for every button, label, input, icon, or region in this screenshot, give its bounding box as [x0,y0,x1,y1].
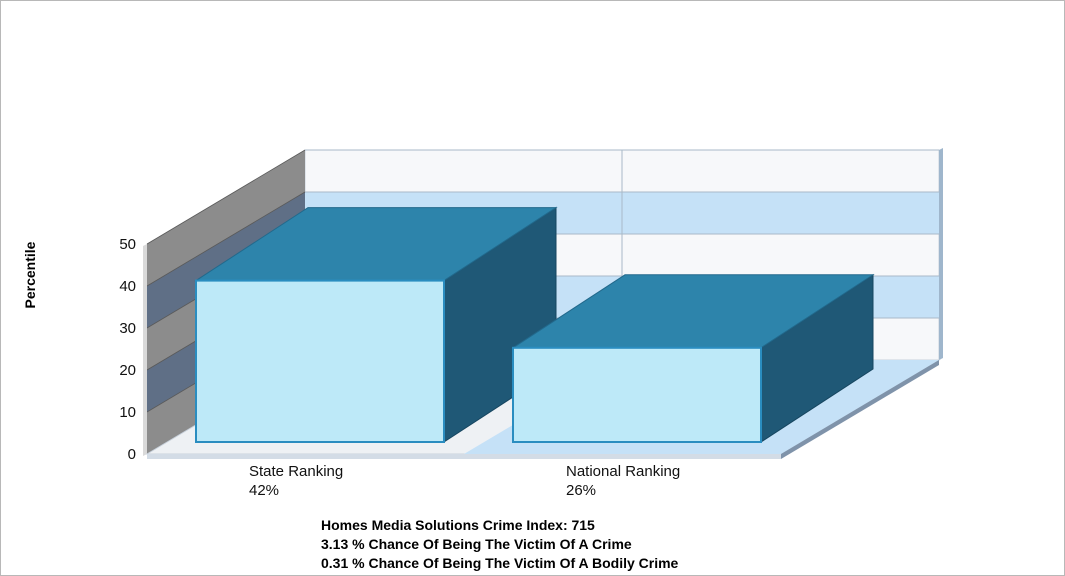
chart-footer: Homes Media Solutions Crime Index: 715 3… [321,517,679,571]
left-wall-band [147,192,305,328]
back-wall-edge [939,148,943,360]
y-tick-label: 10 [119,404,136,421]
left-wall-gridline [146,149,306,245]
category-value-label: 26% [566,482,596,499]
footer-crime-chance: 3.13 % Chance Of Being The Victim Of A C… [321,536,632,552]
y-axis-title: Percentile [22,241,38,308]
category-value-label: 42% [249,482,279,499]
bars [194,206,875,443]
y-tick-label: 50 [119,236,136,253]
y-axis-ticks: 0 10 20 30 40 50 [119,236,136,463]
category-label: State Ranking [249,463,343,480]
footer-bodily-crime-chance: 0.31 % Chance Of Being The Victim Of A B… [321,555,679,571]
chart-floor-edge [147,454,781,459]
category-labels: State Ranking 42% National Ranking 26% [249,463,680,499]
y-tick-label: 40 [119,278,136,295]
left-wall-gridline [146,191,306,287]
bar-front [512,346,762,443]
y-tick-label: 0 [128,446,136,463]
chart-floor-side-edge [781,360,939,459]
y-tick-label: 20 [119,362,136,379]
footer-crime-index: Homes Media Solutions Crime Index: 715 [321,517,595,533]
category-label: National Ranking [566,463,680,480]
y-tick-label: 30 [119,320,136,337]
bar-front [195,279,445,443]
left-wall-edge [143,244,147,456]
